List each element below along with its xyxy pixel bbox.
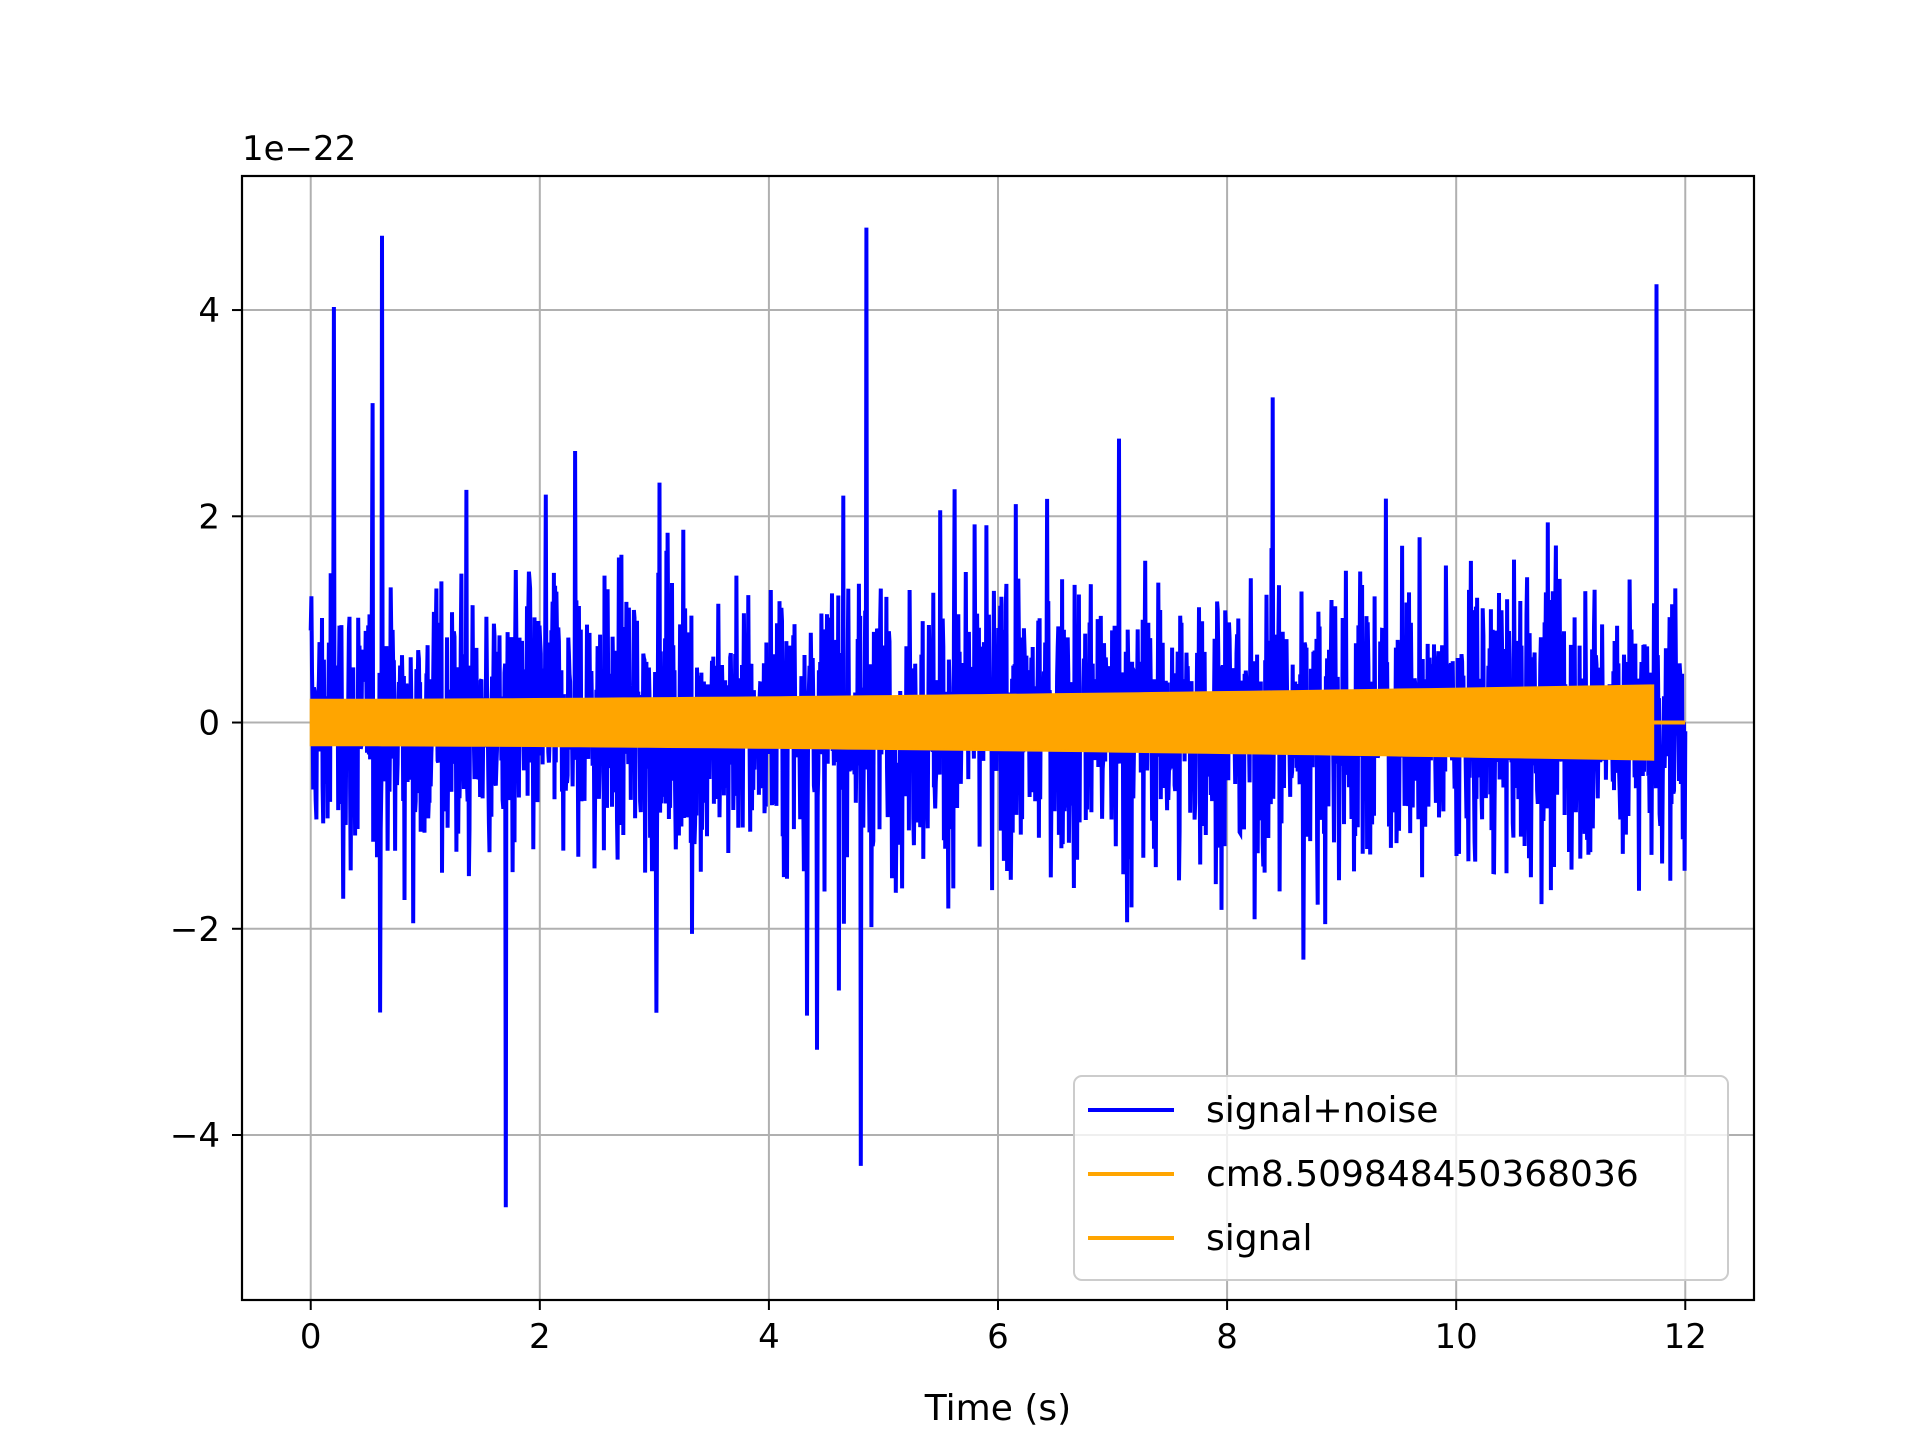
- series-layer: [308, 227, 1688, 1208]
- y-tick-label: 0: [198, 704, 220, 744]
- x-tick-label: 10: [1435, 1317, 1478, 1357]
- x-tick-label: 12: [1664, 1317, 1707, 1357]
- y-tick-label: 2: [198, 497, 220, 537]
- series-signal-band: [309, 684, 1655, 761]
- y-axis-ticks: −4 −2 0 2 4: [170, 291, 242, 1156]
- x-tick-label: 8: [1216, 1317, 1238, 1357]
- series-signal-noise-line: [308, 227, 1688, 1208]
- y-axis-offset-label: 1e−22: [242, 129, 356, 169]
- legend-label-signal: signal: [1206, 1218, 1313, 1259]
- x-tick-label: 0: [300, 1317, 322, 1357]
- x-axis-label: Time (s): [924, 1388, 1071, 1429]
- y-tick-label: −4: [170, 1116, 220, 1156]
- x-tick-label: 4: [758, 1317, 780, 1357]
- x-axis-ticks: 0 2 4 6 8 10 12: [300, 1300, 1707, 1357]
- y-tick-label: −2: [170, 910, 220, 950]
- legend: signal+noise cm8.509848450368036 signal: [1073, 1075, 1729, 1281]
- legend-label-signal-noise: signal+noise: [1206, 1090, 1438, 1131]
- x-tick-label: 6: [987, 1317, 1009, 1357]
- legend-label-cm: cm8.509848450368036: [1206, 1154, 1639, 1195]
- x-tick-label: 2: [529, 1317, 551, 1357]
- legend-box: [1073, 1075, 1729, 1281]
- y-tick-label: 4: [198, 291, 220, 331]
